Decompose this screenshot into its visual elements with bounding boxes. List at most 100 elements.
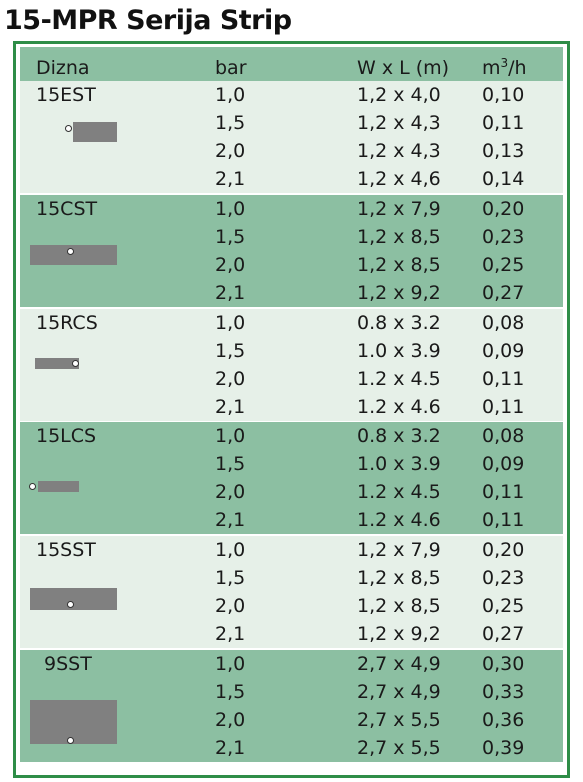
flow-cell: 0,27 (482, 282, 525, 304)
flow-cell: 0,23 (482, 226, 525, 248)
flow-cell: 0,39 (482, 737, 525, 759)
coverage-cell: 1.2 x 4.5 (357, 481, 441, 503)
nozzle-name: 9SST (44, 653, 92, 675)
pressure-cell: 2,0 (215, 140, 246, 162)
pressure-cell: 1,0 (215, 653, 246, 675)
pressure-cell: 2,1 (215, 737, 246, 759)
header-bar: bar (215, 57, 247, 79)
pressure-cell: 1,5 (215, 681, 246, 703)
pressure-cell: 2,1 (215, 282, 246, 304)
table-header: Dizna bar W x L (m) m3/h (20, 47, 563, 81)
coverage-cell: 1,2 x 7,9 (357, 198, 441, 220)
spray-pattern-shape (30, 588, 117, 610)
coverage-cell: 0.8 x 3.2 (357, 312, 441, 334)
header-flow: m3/h (482, 56, 527, 79)
nozzle-group-9sst: 9SST 1,0 2,7 x 4,9 0,30 1,5 2,7 x 4,9 0,33 2,0 2… (20, 650, 563, 762)
coverage-cell: 1.2 x 4.6 (357, 396, 441, 418)
spray-pattern-shape (30, 245, 117, 265)
pressure-cell: 1,5 (215, 453, 246, 475)
coverage-cell: 1,2 x 4,0 (357, 84, 441, 106)
coverage-cell: 1,2 x 4,3 (357, 140, 441, 162)
flow-cell: 0,36 (482, 709, 525, 731)
flow-cell: 0,08 (482, 312, 525, 334)
nozzle-name: 15EST (36, 84, 96, 106)
flow-cell: 0,11 (482, 396, 525, 418)
coverage-cell: 1,2 x 8,5 (357, 595, 441, 617)
coverage-cell: 1,2 x 8,5 (357, 567, 441, 589)
pressure-cell: 1,0 (215, 425, 246, 447)
pressure-cell: 2,1 (215, 623, 246, 645)
nozzle-name: 15CST (36, 198, 98, 220)
nozzle-name: 15SST (36, 539, 96, 561)
nozzle-position-dot (67, 248, 74, 255)
coverage-cell: 2,7 x 4,9 (357, 653, 441, 675)
nozzle-position-dot (72, 360, 79, 367)
pressure-cell: 1,0 (215, 84, 246, 106)
flow-cell: 0,11 (482, 368, 525, 390)
flow-cell: 0,09 (482, 453, 525, 475)
pressure-cell: 2,1 (215, 168, 246, 190)
pressure-cell: 2,0 (215, 254, 246, 276)
pressure-cell: 1,5 (215, 567, 246, 589)
flow-cell: 0,25 (482, 254, 525, 276)
coverage-cell: 2,7 x 4,9 (357, 681, 441, 703)
pressure-cell: 2,1 (215, 396, 246, 418)
coverage-cell: 1.0 x 3.9 (357, 340, 441, 362)
nozzle-position-dot (67, 601, 74, 608)
coverage-cell: 0.8 x 3.2 (357, 425, 441, 447)
flow-cell: 0,11 (482, 112, 525, 134)
pressure-cell: 1,5 (215, 226, 246, 248)
coverage-cell: 1,2 x 9,2 (357, 282, 441, 304)
pressure-cell: 1,5 (215, 340, 246, 362)
nozzle-group-15est: 15EST 1,0 1,2 x 4,0 0,10 1,5 1,2 x 4,3 0,11 2,0… (20, 81, 563, 193)
flow-cell: 0,27 (482, 623, 525, 645)
flow-cell: 0,08 (482, 425, 525, 447)
nozzle-group-15cst: 15CST 1,0 1,2 x 7,9 0,20 1,5 1,2 x 8,5 0,23 2,0… (20, 195, 563, 307)
nozzle-group-15lcs: 15LCS 1,0 0.8 x 3.2 0,08 1,5 1.0 x 3.9 0,09 2,0… (20, 422, 563, 534)
page-title: 15-MPR Serija Strip (4, 5, 292, 36)
flow-cell: 0,11 (482, 509, 525, 531)
nozzle-group-15rcs: 15RCS 1,0 0.8 x 3.2 0,08 1,5 1.0 x 3.9 0,09 2,0… (20, 309, 563, 421)
nozzle-position-dot (67, 737, 74, 744)
pressure-cell: 2,0 (215, 481, 246, 503)
spec-table: Dizna bar W x L (m) m3/h 15EST 1,0 1,2 x 4… (13, 41, 570, 778)
coverage-cell: 2,7 x 5,5 (357, 709, 441, 731)
pressure-cell: 1,0 (215, 312, 246, 334)
flow-cell: 0,25 (482, 595, 525, 617)
nozzle-position-dot (29, 483, 36, 490)
coverage-cell: 1,2 x 4,6 (357, 168, 441, 190)
flow-cell: 0,33 (482, 681, 525, 703)
pressure-cell: 1,0 (215, 539, 246, 561)
coverage-cell: 1.2 x 4.6 (357, 509, 441, 531)
nozzle-name: 15LCS (36, 425, 97, 447)
coverage-cell: 2,7 x 5,5 (357, 737, 441, 759)
flow-cell: 0,20 (482, 539, 525, 561)
coverage-cell: 1.2 x 4.5 (357, 368, 441, 390)
nozzle-position-dot (65, 125, 72, 132)
spray-pattern-shape (35, 358, 79, 369)
flow-cell: 0,23 (482, 567, 525, 589)
pressure-cell: 2,0 (215, 368, 246, 390)
nozzle-name: 15RCS (36, 312, 98, 334)
pressure-cell: 1,0 (215, 198, 246, 220)
spray-pattern-shape (73, 122, 117, 142)
flow-cell: 0,30 (482, 653, 525, 675)
spray-pattern-shape (30, 700, 117, 744)
flow-cell: 0,10 (482, 84, 525, 106)
pressure-cell: 1,5 (215, 112, 246, 134)
pressure-cell: 2,0 (215, 595, 246, 617)
coverage-cell: 1,2 x 7,9 (357, 539, 441, 561)
coverage-cell: 1,2 x 4,3 (357, 112, 441, 134)
coverage-cell: 1,2 x 8,5 (357, 254, 441, 276)
coverage-cell: 1,2 x 8,5 (357, 226, 441, 248)
spray-pattern-shape (38, 481, 79, 492)
flow-cell: 0,13 (482, 140, 525, 162)
pressure-cell: 2,0 (215, 709, 246, 731)
coverage-cell: 1.0 x 3.9 (357, 453, 441, 475)
flow-cell: 0,20 (482, 198, 525, 220)
coverage-cell: 1,2 x 9,2 (357, 623, 441, 645)
header-nozzle: Dizna (36, 57, 90, 79)
flow-cell: 0,11 (482, 481, 525, 503)
pressure-cell: 2,1 (215, 509, 246, 531)
flow-cell: 0,09 (482, 340, 525, 362)
